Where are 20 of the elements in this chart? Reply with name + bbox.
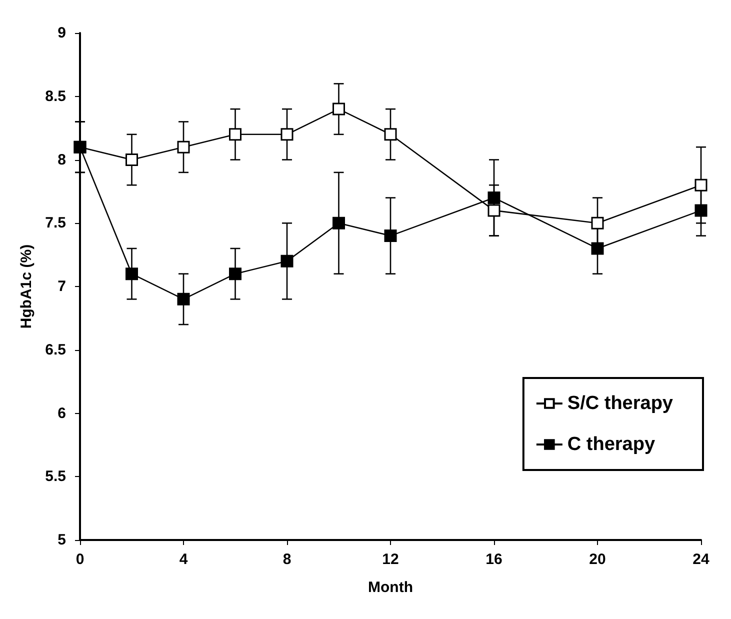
y-axis-title: HgbA1c (%) [18, 244, 36, 329]
legend-label: S/C therapy [567, 393, 674, 414]
x-tick-label: 4 [179, 551, 188, 568]
x-tick-label: 8 [282, 551, 292, 568]
y-tick-label: 8.5 [45, 88, 66, 105]
x-axis-title: Month [368, 579, 413, 596]
y-tick-label: 5 [58, 532, 66, 548]
y-tick-label: 7 [58, 278, 66, 295]
y-tick-label: 8 [58, 151, 66, 168]
x-tick-label: 12 [382, 551, 399, 568]
y-tick-label: 6 [58, 404, 66, 422]
y-tick-label: 6.5 [45, 341, 66, 358]
x-tick-label: 0 [76, 551, 84, 568]
x-tick-label: 24 [692, 551, 710, 568]
y-tick-label: 7.5 [45, 214, 66, 232]
y-tick-label: 5.5 [45, 468, 66, 486]
y-tick-label: 9 [58, 24, 66, 42]
x-tick-label: 16 [486, 551, 502, 568]
legend-label: C therapy [567, 434, 656, 455]
x-tick-label: 20 [589, 551, 606, 568]
